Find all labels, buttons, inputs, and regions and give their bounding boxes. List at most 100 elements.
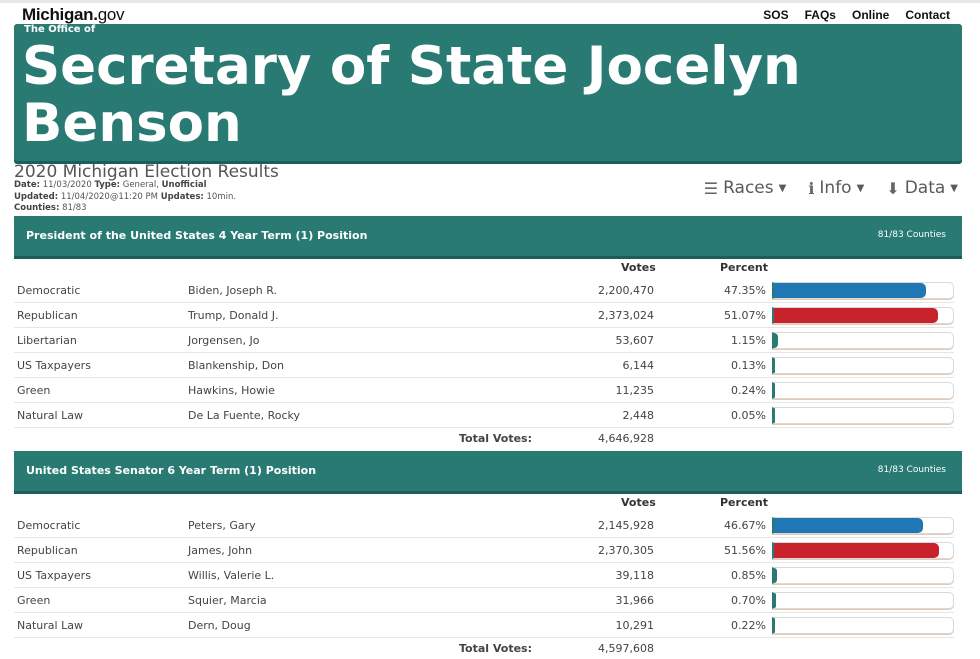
table-row: Green Squier, Marcia 31,966 0.70% — [14, 588, 954, 613]
total-votes-president: Total Votes: 4,646,928 — [14, 432, 654, 446]
data-menu[interactable]: ⬇ Data ▼ — [886, 178, 958, 198]
percent-cell: 1.15% — [731, 334, 766, 347]
percent-bar-track — [772, 407, 954, 424]
votes-cell: 10,291 — [615, 619, 655, 632]
top-nav-faqs[interactable]: FAQs — [804, 8, 836, 22]
percent-cell: 47.35% — [724, 284, 766, 297]
download-icon: ⬇ — [886, 178, 900, 198]
candidate-cell: Hawkins, Howie — [188, 384, 275, 397]
candidate-cell: Trump, Donald J. — [188, 309, 279, 322]
race-title: President of the United States 4 Year Te… — [26, 229, 368, 242]
total-votes-label: Total Votes: — [458, 642, 532, 655]
results-meta: Date: 11/03/2020 Type: General, Unoffici… — [14, 180, 237, 213]
table-row: Libertarian Jorgensen, Jo 53,607 1.15% — [14, 328, 954, 353]
percent-bar-track — [772, 517, 954, 534]
table-row: US Taxpayers Willis, Valerie L. 39,118 0.85… — [14, 563, 954, 588]
party-cell: US Taxpayers — [17, 359, 91, 372]
race-counties: 81/83 Counties — [877, 465, 946, 475]
percent-bar-track — [772, 592, 954, 609]
percent-cell: 46.67% — [724, 519, 766, 532]
top-nav: SOS FAQs Online Contact — [763, 8, 950, 22]
percent-bar-fill — [774, 593, 777, 608]
percent-bar-track — [772, 307, 954, 324]
votes-cell: 31,966 — [615, 594, 655, 607]
race-title: United States Senator 6 Year Term (1) Po… — [26, 464, 317, 477]
percent-cell: 0.70% — [731, 594, 766, 607]
candidate-cell: Dern, Doug — [188, 619, 251, 632]
party-cell: Republican — [17, 544, 78, 557]
percent-cell: 51.07% — [724, 309, 766, 322]
top-nav-online[interactable]: Online — [851, 8, 890, 22]
top-nav-sos[interactable]: SOS — [763, 8, 789, 22]
total-votes-label: Total Votes: — [458, 432, 532, 445]
info-icon: i — [808, 178, 815, 198]
candidate-cell: De La Fuente, Rocky — [188, 409, 301, 422]
candidate-cell: Squier, Marcia — [188, 594, 267, 607]
races-menu[interactable]: ☰ Races ▼ — [703, 178, 787, 198]
info-menu[interactable]: i Info ▼ — [808, 178, 865, 198]
race-header-president[interactable]: President of the United States 4 Year Te… — [14, 216, 962, 256]
party-cell: Natural Law — [17, 619, 83, 632]
banner-office-label: The Office of — [24, 24, 96, 35]
table-row: Natural Law Dern, Doug 10,291 0.22% — [14, 613, 954, 638]
party-cell: US Taxpayers — [17, 569, 91, 582]
candidate-cell: Willis, Valerie L. — [188, 569, 275, 582]
total-votes-value: 4,597,608 — [598, 642, 654, 655]
party-cell: Democratic — [17, 284, 81, 297]
votes-cell: 39,118 — [615, 569, 655, 582]
party-cell: Natural Law — [17, 409, 83, 422]
candidate-cell: Peters, Gary — [188, 519, 256, 532]
candidate-cell: Blankenship, Don — [188, 359, 284, 372]
percent-bar-track — [772, 282, 954, 299]
votes-cell: 11,235 — [615, 384, 655, 397]
caret-down-icon: ▼ — [856, 182, 865, 194]
caret-down-icon: ▼ — [778, 182, 787, 194]
race-counties: 81/83 Counties — [877, 230, 946, 240]
percent-bar-fill — [774, 543, 940, 558]
percent-column-header: Percent — [720, 496, 769, 509]
percent-cell: 0.85% — [731, 569, 766, 582]
percent-bar-fill — [774, 568, 777, 583]
table-row: Green Hawkins, Howie 11,235 0.24% — [14, 378, 954, 403]
total-votes-senate: Total Votes: 4,597,608 — [14, 642, 654, 656]
results-menu: ☰ Races ▼ i Info ▼ ⬇ Data ▼ — [704, 178, 958, 198]
percent-bar-track — [772, 567, 954, 584]
race-header-senate[interactable]: United States Senator 6 Year Term (1) Po… — [14, 451, 962, 491]
percent-bar-fill — [774, 333, 778, 348]
votes-cell: 6,144 — [622, 359, 655, 372]
party-cell: Green — [17, 384, 51, 397]
percent-bar-track — [772, 617, 954, 634]
party-cell: Green — [17, 594, 51, 607]
percent-bar-track — [772, 332, 954, 349]
table-row: US Taxpayers Blankenship, Don 6,144 0.13% — [14, 353, 954, 378]
caret-down-icon: ▼ — [950, 182, 958, 194]
michigan-gov-logo[interactable]: Michigan.gov — [22, 5, 125, 24]
banner-title: Secretary of State Jocelyn Benson — [22, 36, 801, 154]
percent-bar-track — [772, 357, 954, 374]
top-nav-contact[interactable]: Contact — [905, 8, 950, 22]
table-row: Republican James, John 2,370,305 51.56% — [14, 538, 954, 563]
votes-cell: 2,373,024 — [598, 309, 654, 322]
votes-cell: 2,448 — [622, 409, 655, 422]
percent-column-header: Percent — [720, 261, 769, 274]
candidate-cell: James, John — [188, 544, 253, 557]
table-row: Democratic Peters, Gary 2,145,928 46.67% — [14, 513, 954, 538]
page-title: 2020 Michigan Election Results — [14, 162, 279, 182]
top-bar: Michigan.gov SOS FAQs Online Contact — [0, 0, 980, 24]
table-row: Republican Trump, Donald J. 2,373,024 51.07… — [14, 303, 954, 328]
percent-bar-fill — [774, 518, 924, 533]
sos-banner[interactable]: The Office of Secretary of State Jocelyn… — [14, 24, 962, 161]
table-row: Natural Law De La Fuente, Rocky 2,448 0.05% — [14, 403, 954, 428]
candidate-cell: Jorgensen, Jo — [188, 334, 260, 347]
table-row: Democratic Biden, Joseph R. 2,200,470 47.35… — [14, 278, 954, 303]
percent-cell: 0.22% — [731, 619, 766, 632]
percent-cell: 0.05% — [731, 409, 766, 422]
percent-bar-fill — [774, 283, 926, 298]
percent-bar-fill — [774, 308, 938, 323]
party-cell: Republican — [17, 309, 78, 322]
party-cell: Democratic — [17, 519, 81, 532]
percent-bar-track — [772, 542, 954, 559]
votes-cell: 2,200,470 — [598, 284, 654, 297]
votes-cell: 2,145,928 — [598, 519, 654, 532]
votes-cell: 2,370,305 — [598, 544, 654, 557]
